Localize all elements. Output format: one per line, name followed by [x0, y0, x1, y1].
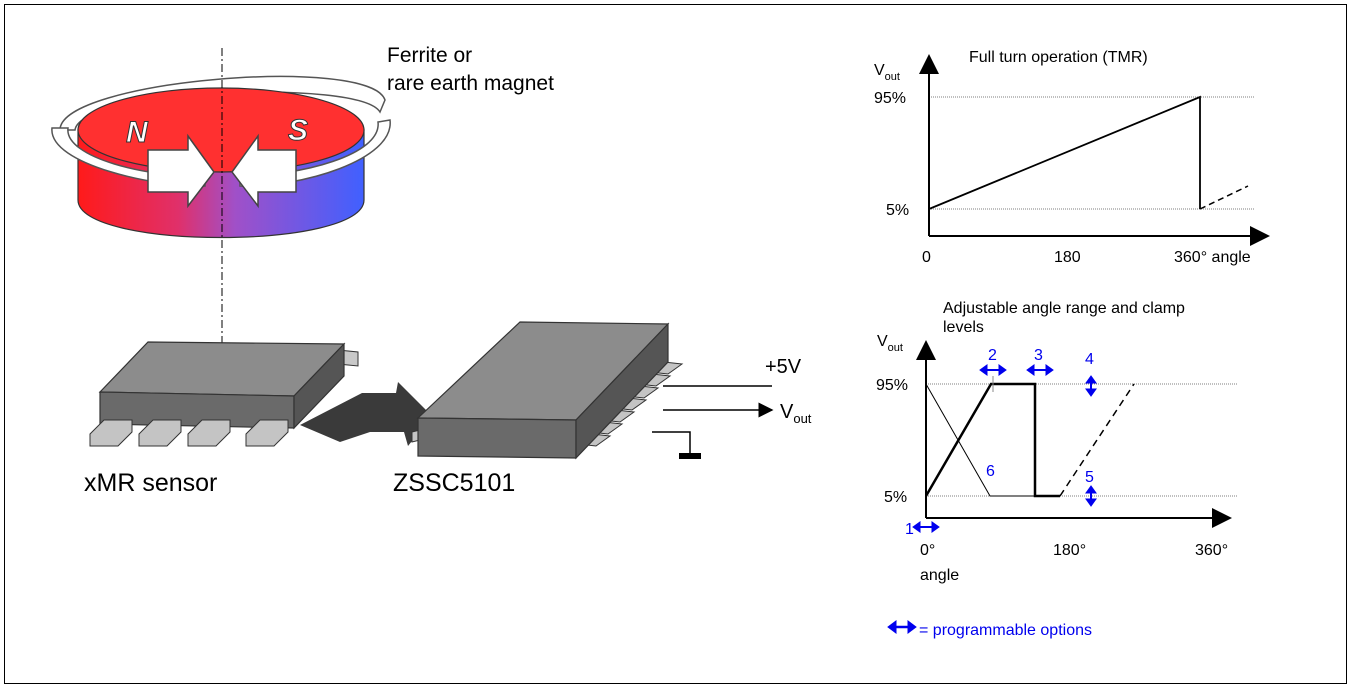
- supply-voltage-label: +5V: [765, 356, 802, 378]
- legend-arrow-icon: [887, 620, 917, 634]
- xmr-sensor-label: xMR sensor: [84, 469, 217, 497]
- option-2-label: 2: [988, 347, 997, 364]
- magnet: N S: [51, 75, 391, 239]
- chart-top-xtick-0: 0: [922, 249, 931, 266]
- chart-bottom-xtick-angle: angle: [920, 567, 959, 584]
- ground-symbol: [679, 453, 701, 459]
- ic-connections: [652, 385, 774, 459]
- chart-bottom-xtick-180: 180°: [1053, 542, 1086, 559]
- magnet-pole-north: N: [126, 116, 149, 149]
- chart-bottom-series-main: [924, 382, 1060, 498]
- chart-bottom-xtick-0: 0°: [920, 542, 935, 559]
- chart-top-ytick-5: 5%: [886, 202, 909, 219]
- output-voltage-label: Vout: [780, 401, 812, 426]
- option-2-arrow: [979, 364, 1007, 376]
- magnet-label-line2: rare earth magnet: [387, 72, 554, 95]
- magnet-pole-south: S: [288, 114, 308, 147]
- chart-bottom-series-dashed: [1059, 383, 1135, 497]
- sensor-pins: [89, 419, 289, 447]
- option-markers: [912, 364, 1097, 533]
- chart-bottom-ytick-5: 5%: [884, 489, 907, 506]
- chart-bottom-xtick-360: 360°: [1195, 542, 1228, 559]
- chart-top-ytick-95: 95%: [874, 90, 906, 107]
- option-4-arrow: [1085, 375, 1097, 397]
- option-5-arrow: [1085, 485, 1097, 507]
- zssc5101-label: ZSSC5101: [393, 469, 515, 497]
- chart-bottom-series-thin: [925, 383, 1052, 497]
- option-6-label: 6: [986, 463, 995, 480]
- option-3-arrow: [1026, 364, 1054, 376]
- chart-full-turn: Full turn operation (TMR) Vout 95% 5% 0 …: [874, 49, 1270, 266]
- chart-adjustable: Adjustable angle range and clamp levels …: [876, 300, 1238, 584]
- chart-bottom-title-line2: levels: [943, 319, 984, 336]
- chart-top-title: Full turn operation (TMR): [969, 49, 1148, 66]
- chart-bottom-title-line1: Adjustable angle range and clamp: [943, 300, 1185, 317]
- chart-top-xtick-180: 180: [1054, 249, 1081, 266]
- option-5-label: 5: [1085, 469, 1094, 486]
- xmr-sensor-chip: [89, 341, 359, 447]
- chart-top-series-dashed: [1199, 185, 1249, 210]
- chart-top-series-sawtooth: [928, 95, 1201, 210]
- magnet-label-line1: Ferrite or: [387, 44, 472, 67]
- figure-frame: [4, 4, 1347, 684]
- chart-top-xtick-360: 360° angle: [1174, 249, 1251, 266]
- option-1-arrow: [912, 521, 940, 533]
- chart-bottom-ytick-95: 95%: [876, 377, 908, 394]
- option-3-label: 3: [1034, 347, 1043, 364]
- legend-text: = programmable options: [919, 622, 1092, 639]
- signal-transfer-arrow: [300, 382, 432, 446]
- option-4-label: 4: [1085, 351, 1094, 368]
- zssc5101-chip: [411, 321, 684, 460]
- legend: = programmable options: [887, 620, 1092, 639]
- chart-top-ylabel: Vout: [874, 62, 900, 83]
- option-1-label: 1: [905, 521, 914, 538]
- chart-bottom-ylabel: Vout: [877, 333, 903, 354]
